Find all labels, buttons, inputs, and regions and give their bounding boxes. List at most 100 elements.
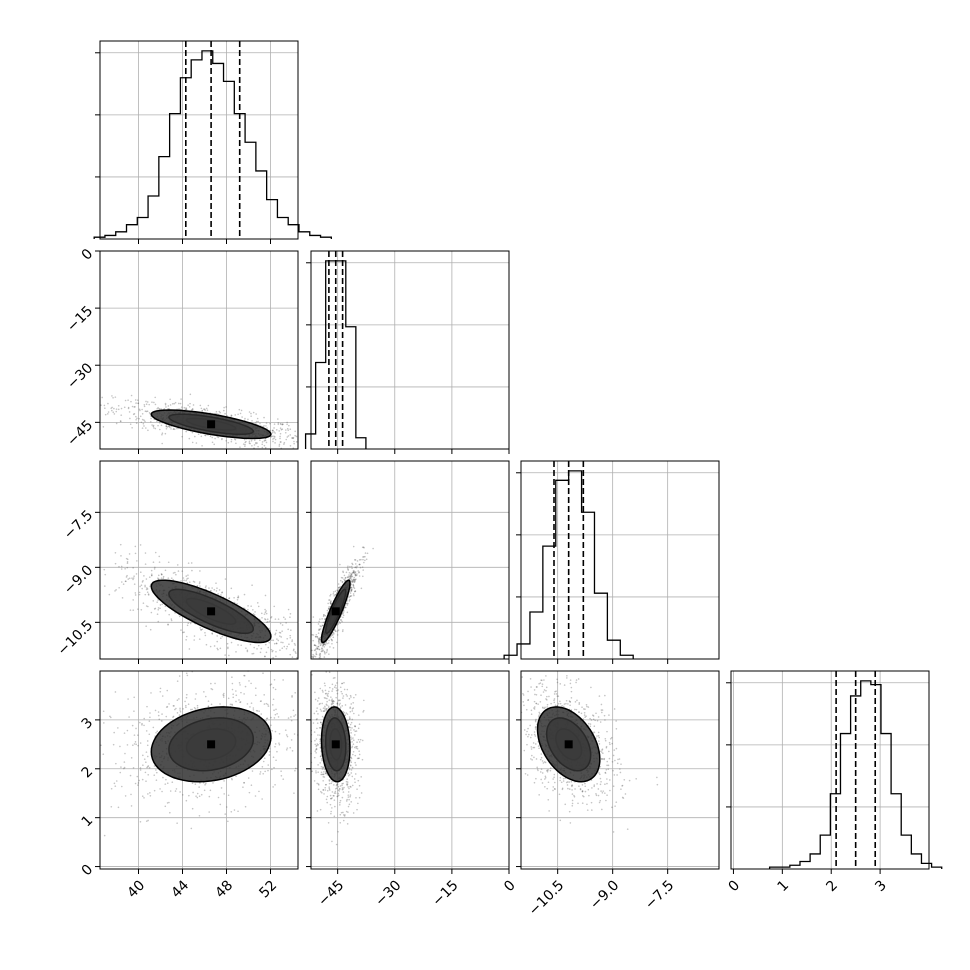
sample-point	[133, 710, 135, 712]
sample-point	[126, 561, 129, 563]
sample-point	[247, 418, 249, 421]
sample-point	[115, 422, 118, 425]
sample-point	[226, 642, 229, 645]
sample-point	[275, 629, 278, 632]
sample-point	[187, 577, 189, 580]
sample-point	[160, 573, 163, 576]
sample-point	[208, 587, 210, 589]
sample-point	[352, 737, 354, 739]
sample-point	[264, 618, 267, 621]
sample-point	[331, 690, 333, 692]
sample-point	[278, 443, 281, 446]
sample-point	[591, 809, 593, 811]
density-peak	[207, 420, 216, 429]
sample-point	[545, 686, 548, 689]
sample-point	[138, 408, 141, 411]
sample-point	[123, 761, 126, 763]
sample-point	[271, 429, 274, 432]
sample-point	[347, 722, 350, 725]
sample-point	[161, 433, 163, 436]
sample-point	[126, 744, 129, 746]
sample-point	[114, 785, 117, 787]
sample-point	[185, 579, 187, 582]
sample-point	[148, 720, 151, 722]
sample-point	[547, 781, 550, 784]
sample-point	[289, 634, 292, 637]
sample-point	[185, 407, 187, 409]
sample-point	[275, 759, 277, 762]
sample-point	[124, 399, 127, 402]
sample-point	[133, 696, 135, 699]
sample-point	[366, 552, 369, 555]
sample-point	[294, 644, 297, 646]
sample-point	[325, 651, 328, 654]
sample-point	[600, 780, 602, 783]
sample-point	[526, 730, 528, 733]
sample-point	[145, 403, 148, 406]
sample-point	[523, 704, 525, 707]
sample-point	[157, 574, 160, 577]
sample-point	[571, 793, 574, 795]
sample-point	[352, 739, 355, 742]
sample-point	[141, 778, 144, 781]
sample-point	[295, 441, 298, 443]
sample-point	[112, 397, 114, 399]
sample-point	[264, 643, 267, 646]
sample-point	[563, 703, 566, 705]
sample-point	[323, 771, 325, 773]
sample-point	[279, 432, 282, 435]
sample-point	[159, 607, 161, 610]
sample-point	[211, 632, 213, 635]
sample-point	[132, 609, 135, 611]
sample-point	[281, 428, 284, 430]
sample-point	[317, 788, 320, 791]
sample-point	[145, 761, 147, 764]
sample-point	[280, 775, 283, 777]
sample-point	[335, 843, 338, 846]
sample-point	[271, 729, 273, 732]
sample-point	[581, 706, 583, 708]
sample-point	[350, 565, 353, 568]
sample-point	[204, 784, 206, 786]
sample-point	[360, 792, 363, 794]
sample-point	[143, 403, 146, 406]
sample-point	[614, 805, 616, 807]
sample-point	[538, 714, 540, 717]
sample-point	[280, 441, 282, 443]
sample-point	[341, 784, 343, 787]
sample-point	[119, 745, 121, 748]
sample-point	[172, 572, 175, 574]
sample-point	[134, 741, 137, 743]
sample-point	[137, 784, 139, 786]
sample-point	[145, 820, 148, 822]
sample-point	[274, 632, 277, 635]
sample-point	[113, 413, 116, 415]
sample-point	[601, 792, 604, 794]
sample-point	[352, 812, 355, 814]
sample-point	[589, 725, 592, 728]
sample-point	[317, 764, 319, 766]
sample-point	[206, 409, 209, 411]
sample-point	[279, 427, 282, 429]
sample-point	[190, 708, 192, 711]
sample-point	[113, 731, 115, 734]
sample-point	[150, 692, 152, 694]
sample-point	[208, 811, 210, 813]
sample-point	[125, 580, 127, 583]
sample-point	[145, 780, 147, 782]
sample-point	[274, 688, 277, 691]
sample-point	[349, 726, 352, 729]
sample-point	[129, 423, 132, 426]
sample-point	[194, 783, 197, 785]
sample-point	[556, 681, 559, 684]
sample-point	[216, 435, 218, 438]
sample-point	[328, 671, 331, 674]
sample-point	[191, 408, 194, 411]
sample-point	[141, 581, 144, 583]
sample-point	[270, 648, 273, 651]
sample-point	[267, 764, 270, 766]
sample-point	[319, 740, 321, 743]
sample-point	[207, 705, 210, 707]
sample-point	[349, 717, 351, 720]
sample-point	[352, 578, 355, 581]
